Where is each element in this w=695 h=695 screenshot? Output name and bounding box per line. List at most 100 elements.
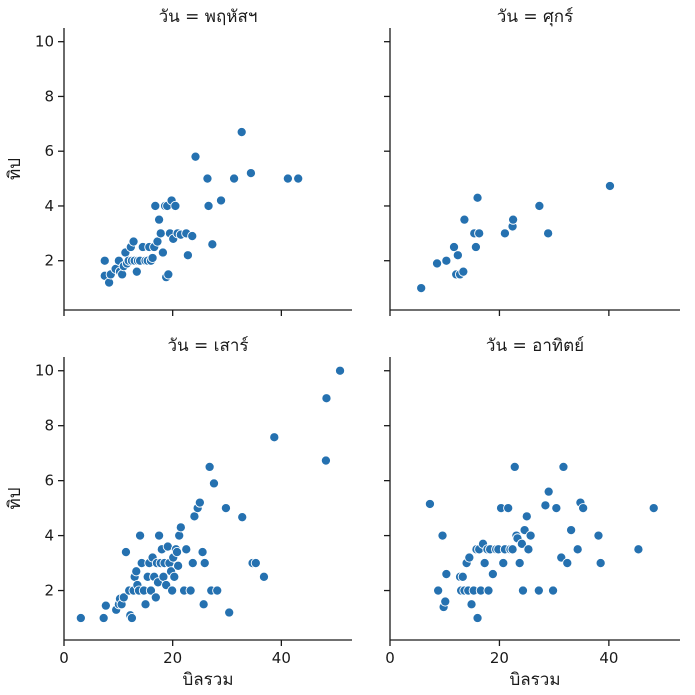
y-tick-label: 4 [44, 197, 54, 215]
data-point [175, 522, 186, 533]
data-point [424, 498, 435, 510]
data-point [187, 558, 198, 569]
x-axis-label: บิลรวม [509, 670, 560, 690]
x-tick-label: 20 [163, 649, 182, 667]
data-point [197, 547, 208, 558]
y-tick-label: 4 [44, 527, 54, 545]
y-tick-label: 10 [35, 362, 54, 380]
data-point [170, 200, 181, 212]
x-tick-label: 40 [599, 649, 618, 667]
data-point [558, 461, 569, 472]
data-point [540, 500, 551, 511]
data-point [334, 365, 346, 376]
data-point [503, 503, 514, 514]
data-point [236, 126, 247, 138]
data-point [155, 228, 166, 239]
data-point [126, 612, 137, 624]
data-point [150, 200, 161, 212]
data-point [534, 200, 545, 212]
data-point [543, 486, 554, 497]
data-point [472, 192, 483, 203]
data-point [441, 255, 452, 266]
data-point [521, 511, 532, 522]
data-point [648, 503, 659, 514]
data-point [145, 585, 156, 596]
data-point [458, 266, 469, 277]
x-tick-label: 20 [490, 649, 509, 667]
x-tick-label: 0 [385, 649, 395, 667]
data-point [140, 599, 151, 610]
data-point [487, 569, 498, 580]
data-point [208, 478, 220, 489]
data-point [525, 530, 536, 541]
data-point [593, 530, 604, 541]
data-point [173, 560, 184, 571]
facet-title: วัน = อาทิตย์ [486, 336, 584, 356]
data-point [499, 228, 510, 239]
data-point [224, 607, 235, 618]
data-point [75, 612, 86, 624]
data-point [433, 585, 444, 596]
data-point [523, 544, 534, 555]
data-point [483, 585, 494, 596]
data-point [633, 544, 644, 555]
facet-panel: วัน = พฤหัสฯ 2 4 6 8 10 ทิป [5, 7, 352, 316]
data-point [416, 283, 427, 294]
data-point [514, 558, 525, 569]
data-point [207, 239, 218, 250]
facet-panel: วัน = ศุกร์ [384, 7, 680, 316]
data-point [185, 585, 196, 596]
data-point [212, 585, 223, 596]
data-point [182, 250, 193, 261]
data-point [543, 228, 554, 239]
data-point [118, 592, 129, 603]
data-point [220, 503, 231, 514]
data-point [245, 168, 256, 179]
data-point [448, 241, 460, 253]
data-point [459, 214, 470, 225]
data-point [169, 571, 180, 582]
y-axis-label: ทิป [5, 158, 25, 180]
data-point [157, 247, 168, 258]
y-tick-label: 2 [44, 252, 54, 270]
data-point [120, 547, 131, 558]
y-axis-label: ทิป [5, 488, 25, 510]
data-point [472, 612, 483, 624]
data-point [548, 585, 559, 596]
data-point [100, 600, 111, 611]
y-tick-label: 2 [44, 582, 54, 600]
data-point [479, 558, 490, 569]
data-point [204, 461, 215, 472]
data-point [229, 173, 240, 184]
data-point [187, 231, 198, 242]
data-point [202, 173, 213, 184]
data-point [507, 544, 518, 555]
data-point [321, 393, 332, 404]
data-point [595, 558, 606, 569]
data-point [470, 241, 481, 253]
data-point [578, 503, 589, 514]
data-point [203, 200, 214, 212]
data-point [452, 250, 463, 261]
data-point [566, 525, 577, 536]
data-point [215, 195, 227, 206]
data-point [551, 503, 562, 514]
data-point [174, 530, 185, 541]
data-point [150, 592, 161, 603]
data-point [147, 252, 158, 264]
data-point [99, 255, 110, 266]
x-tick-label: 0 [59, 649, 69, 667]
data-point [131, 566, 142, 577]
y-tick-label: 6 [44, 472, 54, 490]
data-point [104, 277, 115, 288]
data-point [509, 461, 520, 472]
facet-title: วัน = ศุกร์ [497, 7, 573, 27]
y-tick-label: 10 [35, 33, 54, 51]
data-point [237, 512, 248, 523]
data-point [171, 547, 183, 558]
data-point [533, 585, 544, 596]
data-point [198, 599, 209, 610]
data-point [464, 552, 475, 563]
